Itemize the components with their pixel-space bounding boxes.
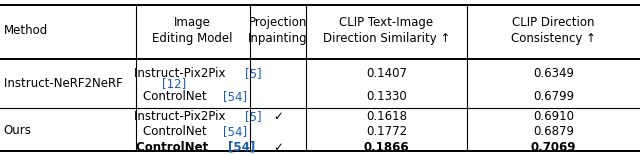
Text: Projection
Inpainting: Projection Inpainting xyxy=(248,16,308,45)
Text: 0.6349: 0.6349 xyxy=(533,67,574,80)
Text: [5]: [5] xyxy=(245,110,262,123)
Text: Instruct-Pix2Pix: Instruct-Pix2Pix xyxy=(134,67,229,80)
Text: 0.6799: 0.6799 xyxy=(533,90,574,103)
Text: 0.1618: 0.1618 xyxy=(366,110,407,123)
Text: 0.6879: 0.6879 xyxy=(533,125,574,138)
Text: 0.1407: 0.1407 xyxy=(366,67,407,80)
Text: Instruct-Pix2Pix: Instruct-Pix2Pix xyxy=(134,110,229,123)
Text: ControlNet: ControlNet xyxy=(143,90,210,103)
Text: [54]: [54] xyxy=(223,90,248,103)
Text: [54]: [54] xyxy=(223,125,248,138)
Text: ControlNet: ControlNet xyxy=(136,141,212,154)
Text: [54]: [54] xyxy=(228,141,255,154)
Text: CLIP Direction
Consistency ↑: CLIP Direction Consistency ↑ xyxy=(511,16,596,45)
Text: 0.1772: 0.1772 xyxy=(366,125,407,138)
Text: 0.1330: 0.1330 xyxy=(366,90,407,103)
Text: Ours: Ours xyxy=(4,124,32,137)
Text: [5]: [5] xyxy=(245,67,262,80)
Text: ✓: ✓ xyxy=(273,141,283,154)
Text: ControlNet: ControlNet xyxy=(143,125,210,138)
Text: Method: Method xyxy=(4,24,48,37)
Text: Image
Editing Model: Image Editing Model xyxy=(152,16,232,45)
Text: 0.6910: 0.6910 xyxy=(533,110,574,123)
Text: Instruct-NeRF2NeRF: Instruct-NeRF2NeRF xyxy=(4,77,126,90)
Text: CLIP Text-Image
Direction Similarity ↑: CLIP Text-Image Direction Similarity ↑ xyxy=(323,16,451,45)
Text: 0.1866: 0.1866 xyxy=(364,141,410,154)
Text: 0.7069: 0.7069 xyxy=(531,141,577,154)
Text: [12]: [12] xyxy=(162,77,186,90)
Text: ✓: ✓ xyxy=(273,110,283,123)
